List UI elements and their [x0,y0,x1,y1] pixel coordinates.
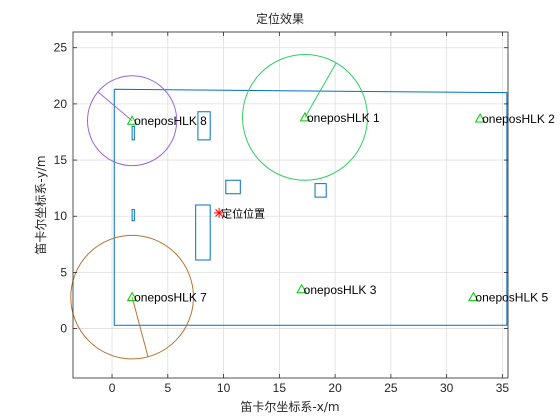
position-label: 定位位置 [221,206,265,220]
plot-content: oneposHLK 1 oneposHLK 2 oneposHLK 3 oneposH… [70,53,555,360]
x-tick-label: 15 [273,381,287,395]
y-tick-label: 0 [60,322,67,336]
anchor-marker [296,283,308,294]
obstacle-rect [195,204,211,261]
anchor-marker [468,291,479,302]
y-tick-label: 25 [54,41,68,55]
obstacle-rect [131,208,135,222]
range-circle [70,234,194,360]
y-tick-label: 15 [54,153,68,167]
x-tick-label: 35 [496,381,510,395]
y-tick-label: 5 [60,265,67,279]
y-tick-label: 20 [54,97,68,111]
x-tick-label: 30 [440,381,454,395]
x-tick-label: 0 [109,381,116,395]
chart-title: 定位效果 [256,11,304,26]
y-axis-label: 笛卡尔坐标系-y/m [33,155,48,254]
range-circle [87,75,178,167]
anchor-marker [474,112,486,123]
x-tick-label: 5 [164,381,171,395]
ticks: 0 5 10 15 20 25 30 35 0 5 10 15 20 25 [54,32,510,395]
obstacle-rect [314,183,327,198]
axes-box [72,31,509,379]
position-marker [214,207,225,218]
x-tick-label: 25 [384,381,398,395]
range-radius-line [97,91,133,122]
anchor-marker [126,115,138,125]
x-tick-label: 20 [328,381,342,395]
anchor-label: oneposHLK 5 [475,291,548,305]
anchor-marker [299,111,311,122]
grid [73,32,508,378]
anchor-label: oneposHLK 2 [482,112,555,126]
obstacle-rect [131,125,135,141]
anchor-marker [126,291,138,302]
range-radius-line [304,62,337,118]
anchor-label: oneposHLK 1 [307,111,380,125]
x-tick-label: 10 [217,381,231,395]
anchor-label: oneposHLK 3 [304,283,377,297]
anchor-label: oneposHLK 7 [134,291,207,305]
room-outline [113,88,508,326]
range-circle [242,53,368,181]
position-marker-stroke [215,208,224,217]
obstacle-rect [225,179,241,195]
anchor-label: oneposHLK 8 [134,114,207,128]
y-tick-label: 10 [54,209,68,223]
obstacle-rect [197,111,211,141]
range-radius-line [131,296,149,357]
x-axis-label: 笛卡尔坐标系-x/m [240,399,339,414]
